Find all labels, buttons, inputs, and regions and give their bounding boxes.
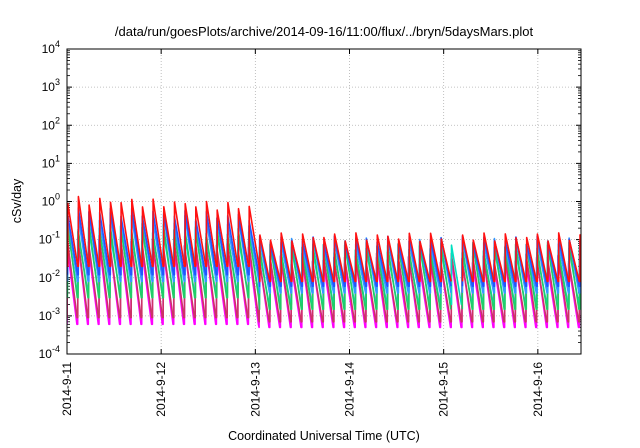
y-tick-label: 10-2 (39, 268, 60, 285)
x-tick-label: 2014-9-16 (531, 362, 545, 417)
x-tick-labels: 2014-9-11 2014-9-12 2014-9-13 2014-9-14 2014… (60, 362, 545, 417)
x-tick-label: 2014-9-12 (154, 362, 168, 417)
x-tick-label: 2014-9-15 (437, 362, 451, 417)
y-tick-label: 100 (42, 192, 60, 209)
y-tick-label: 10-1 (39, 230, 60, 247)
y-tick-label: 101 (42, 153, 60, 170)
chart-title: /data/run/goesPlots/archive/2014-09-16/1… (115, 24, 534, 39)
x-tick-label: 2014-9-13 (248, 362, 262, 417)
series-group (67, 195, 581, 329)
series-line (67, 220, 581, 310)
y-axis-label: cSv/day (10, 178, 24, 223)
y-tick-label: 104 (42, 39, 60, 56)
y-tick-label: 10-3 (39, 306, 60, 323)
y-tick-label: 102 (42, 115, 60, 132)
x-tick-label: 2014-9-11 (60, 362, 74, 416)
y-tick-label: 10-4 (39, 344, 60, 361)
y-tick-label: 103 (42, 77, 60, 94)
series-line (67, 211, 581, 294)
x-tick-label: 2014-9-14 (343, 362, 357, 417)
series-line (67, 195, 581, 283)
plot-frame (66, 48, 582, 355)
y-tick-labels: 10-4 10-3 10-2 10-1 100 101 102 103 104 (39, 39, 60, 361)
x-axis-label: Coordinated Universal Time (UTC) (228, 429, 420, 443)
